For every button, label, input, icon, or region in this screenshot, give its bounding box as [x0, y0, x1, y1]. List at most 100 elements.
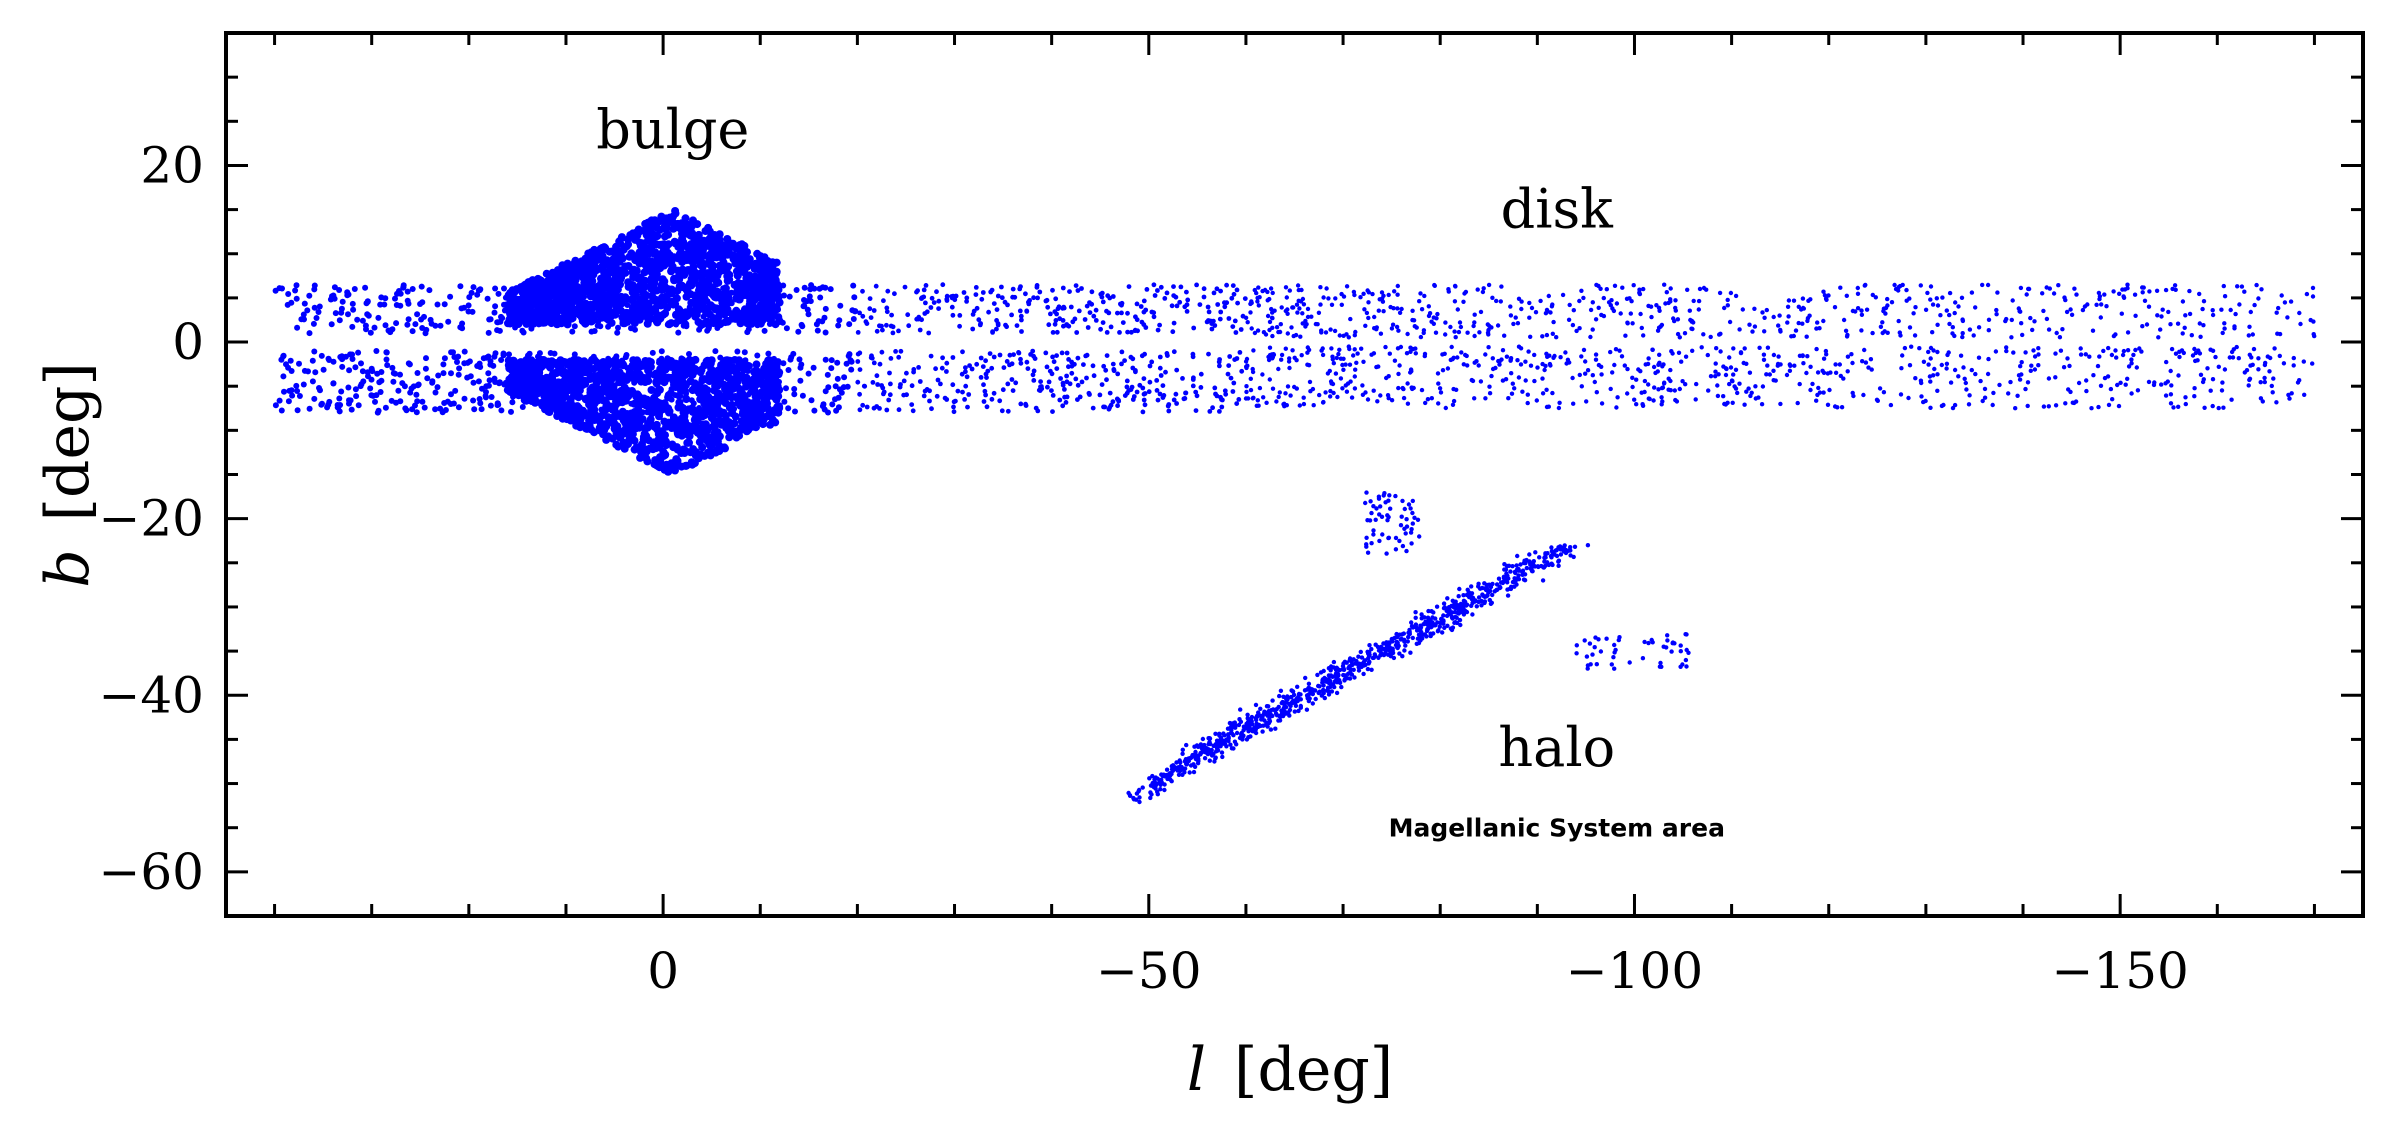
- data-point: [1319, 330, 1324, 335]
- data-point: [1445, 366, 1451, 371]
- data-point: [1089, 289, 1095, 295]
- data-point: [498, 407, 505, 414]
- data-point: [280, 373, 287, 380]
- data-point: [1130, 356, 1136, 362]
- data-point: [934, 393, 940, 399]
- data-point: [1907, 363, 1913, 368]
- data-point: [646, 358, 655, 367]
- data-point: [359, 317, 366, 324]
- data-point: [596, 293, 602, 300]
- data-point: [1171, 397, 1177, 403]
- data-point: [1738, 350, 1744, 356]
- data-point: [833, 407, 840, 414]
- data-point: [511, 295, 517, 302]
- data-point: [1190, 354, 1196, 360]
- data-point: [1122, 393, 1128, 398]
- data-point: [1997, 382, 2002, 388]
- data-point: [1540, 334, 1545, 339]
- data-point: [2180, 331, 2185, 336]
- data-point: [973, 292, 979, 297]
- data-point: [1376, 308, 1382, 313]
- data-point: [354, 316, 361, 323]
- data-point: [1986, 328, 1992, 333]
- data-point: [664, 230, 673, 239]
- data-point: [1620, 285, 1625, 290]
- data-point: [1841, 376, 1846, 381]
- data-point: [978, 355, 984, 361]
- data-point: [796, 356, 803, 363]
- data-point: [1031, 368, 1037, 374]
- data-point: [506, 288, 515, 297]
- data-point: [1659, 322, 1665, 328]
- data-point: [1927, 374, 1933, 379]
- data-point: [1323, 390, 1328, 395]
- data-point: [1019, 329, 1024, 334]
- data-point: [1761, 352, 1767, 357]
- data-point: [622, 242, 631, 251]
- data-point: [2106, 402, 2112, 408]
- data-point: [367, 385, 374, 392]
- data-point: [1625, 366, 1630, 372]
- data-point: [783, 385, 789, 392]
- data-point: [1426, 313, 1432, 319]
- data-point: [1256, 303, 1262, 308]
- data-point: [1833, 362, 1838, 367]
- data-point: [1525, 400, 1530, 406]
- data-point: [339, 363, 346, 370]
- data-point: [2071, 400, 2077, 406]
- data-point: [599, 363, 606, 370]
- data-point: [991, 354, 997, 360]
- data-point: [2137, 346, 2142, 351]
- data-point: [1067, 289, 1072, 294]
- data-point: [2221, 405, 2226, 410]
- data-point: [917, 327, 923, 333]
- data-point: [679, 445, 688, 454]
- data-point: [1654, 303, 1659, 308]
- data-point: [991, 390, 997, 396]
- data-point: [867, 296, 873, 301]
- data-point: [1443, 405, 1449, 411]
- data-point: [1173, 294, 1179, 300]
- data-point: [309, 357, 316, 364]
- data-point: [1952, 367, 1958, 373]
- data-point: [1776, 323, 1781, 328]
- data-point: [715, 432, 724, 441]
- data-point: [1372, 314, 1377, 320]
- data-point: [781, 292, 787, 299]
- data-point: [1397, 363, 1402, 368]
- data-point: [1455, 307, 1461, 312]
- data-point: [629, 273, 638, 282]
- data-point: [583, 423, 592, 432]
- data-point: [1142, 391, 1148, 396]
- data-point: [1509, 391, 1515, 396]
- data-point: [678, 424, 687, 433]
- data-point: [2262, 379, 2267, 385]
- data-point: [1183, 390, 1189, 396]
- data-point: [2234, 344, 2239, 350]
- data-point: [860, 288, 865, 294]
- data-point: [708, 253, 717, 262]
- data-point: [2256, 356, 2261, 361]
- data-point: [604, 390, 611, 397]
- data-point: [612, 440, 621, 449]
- data-point: [1263, 332, 1269, 337]
- data-point: [450, 349, 456, 356]
- data-point: [921, 287, 927, 293]
- data-point: [1844, 334, 1850, 339]
- data-point: [2197, 291, 2202, 297]
- data-point: [1366, 290, 1372, 295]
- data-point: [1994, 307, 1999, 313]
- data-point: [1210, 405, 1215, 411]
- data-point: [763, 308, 770, 315]
- data-point: [2067, 363, 2072, 369]
- data-point: [1063, 400, 1069, 405]
- data-point: [719, 294, 726, 301]
- data-point: [887, 392, 893, 398]
- data-point: [867, 306, 873, 312]
- data-point: [1075, 397, 1080, 402]
- data-point: [394, 290, 400, 297]
- data-point: [744, 329, 751, 336]
- data-point: [1826, 293, 1831, 298]
- data-point: [1985, 282, 1991, 288]
- data-point: [732, 244, 741, 253]
